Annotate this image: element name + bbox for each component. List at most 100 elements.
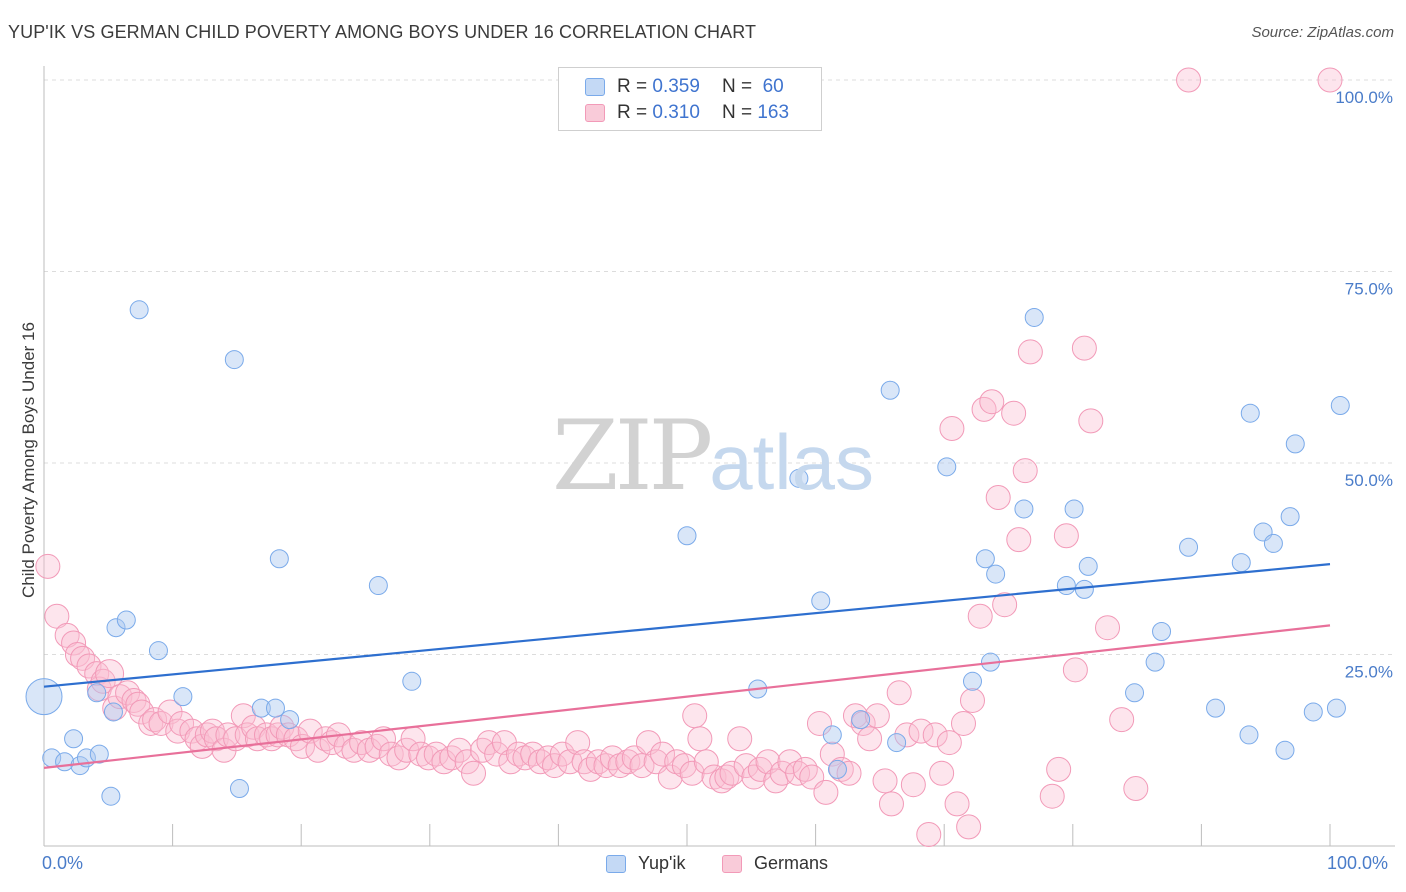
germans-point bbox=[44, 603, 70, 629]
germans-point bbox=[929, 760, 955, 786]
germans-point bbox=[1053, 523, 1079, 549]
germans-point bbox=[138, 710, 164, 736]
germans-point bbox=[165, 718, 191, 744]
yupik-point bbox=[1206, 698, 1226, 718]
germans-swatch bbox=[585, 104, 605, 122]
germans-point bbox=[439, 745, 465, 771]
germans-point bbox=[1046, 756, 1072, 782]
legend-item-yupik: Yup'ik bbox=[606, 853, 685, 874]
chart-title: YUP'IK VS GERMAN CHILD POVERTY AMONG BOY… bbox=[8, 22, 757, 42]
germans-point bbox=[792, 756, 818, 782]
y-tick-label: 100.0% bbox=[1335, 88, 1393, 107]
germans-point bbox=[727, 726, 753, 752]
yupik-point bbox=[265, 698, 285, 718]
germans-point bbox=[1071, 335, 1097, 361]
germans-point bbox=[512, 745, 538, 771]
germans-point bbox=[535, 745, 561, 771]
germans-point bbox=[971, 396, 997, 422]
germans-point bbox=[1001, 400, 1027, 426]
germans-point bbox=[125, 691, 151, 717]
yupik-point bbox=[229, 779, 249, 799]
legend-n-value: 163 bbox=[757, 102, 790, 123]
yupik-point bbox=[103, 702, 123, 722]
germans-swatch bbox=[722, 854, 742, 873]
yupik-point bbox=[789, 468, 809, 488]
germans-point bbox=[872, 768, 898, 794]
germans-point bbox=[1062, 657, 1088, 683]
legend-r-label: R = bbox=[617, 102, 648, 123]
legend-item-germans: Germans bbox=[722, 853, 828, 874]
germans-point bbox=[629, 753, 655, 779]
germans-point bbox=[908, 718, 934, 744]
germans-point bbox=[886, 680, 912, 706]
yupik-point bbox=[89, 744, 109, 764]
germans-point bbox=[900, 772, 926, 798]
germans-point bbox=[682, 703, 708, 729]
yupik-point bbox=[1303, 702, 1323, 722]
germans-point bbox=[199, 718, 225, 744]
germans-point bbox=[234, 722, 260, 748]
stats-legend: R = 0.359 N = 60 R = 0.310 N = 163 bbox=[558, 67, 822, 131]
yupik-point bbox=[116, 610, 136, 630]
yupik-point bbox=[224, 350, 244, 370]
germans-point bbox=[578, 756, 604, 782]
germans-point bbox=[916, 822, 942, 848]
germans-point bbox=[378, 741, 404, 767]
yupik-point bbox=[269, 549, 289, 569]
germans-point bbox=[179, 718, 205, 744]
yupik-point bbox=[101, 786, 121, 806]
germans-point bbox=[416, 745, 442, 771]
germans-point bbox=[1123, 776, 1149, 802]
germans-point bbox=[992, 592, 1018, 618]
germans-point bbox=[985, 484, 1011, 510]
yupik-point bbox=[1179, 537, 1199, 557]
yupik-points bbox=[25, 300, 1350, 806]
germans-point bbox=[607, 753, 633, 779]
germans-point bbox=[349, 730, 375, 756]
watermark-atlas: atlas bbox=[709, 418, 874, 506]
legend-row-yupik: R = 0.359 N = 60 bbox=[585, 75, 784, 99]
source-label: Source: ZipAtlas.com bbox=[1251, 24, 1394, 41]
germans-point bbox=[956, 814, 982, 840]
yupik-point bbox=[677, 526, 697, 546]
germans-point bbox=[1176, 67, 1202, 93]
germans-point bbox=[386, 745, 412, 771]
germans-point bbox=[836, 760, 862, 786]
series-legend: Yup'ik Germans bbox=[0, 852, 1406, 878]
germans-point bbox=[364, 733, 390, 759]
yupik-point bbox=[251, 698, 271, 718]
legend-n-label: N = bbox=[721, 102, 753, 123]
yupik-point bbox=[1014, 499, 1034, 519]
germans-point bbox=[878, 791, 904, 817]
yupik-point bbox=[1056, 576, 1076, 596]
legend-r-value: 0.359 bbox=[652, 76, 700, 97]
germans-point bbox=[828, 756, 854, 782]
yupik-trend-line bbox=[43, 563, 1331, 688]
germans-point bbox=[785, 760, 811, 786]
germans-point bbox=[1109, 707, 1135, 733]
germans-point bbox=[1006, 527, 1032, 553]
yupik-point bbox=[880, 380, 900, 400]
y-axis-title: Child Poverty Among Boys Under 16 bbox=[19, 322, 38, 598]
germans-point bbox=[936, 730, 962, 756]
yupik-point bbox=[1125, 683, 1145, 703]
legend-r-label: R = bbox=[617, 76, 648, 97]
germans-point bbox=[693, 749, 719, 775]
yupik-point bbox=[1275, 740, 1295, 760]
germans-point bbox=[557, 749, 583, 775]
yupik-point bbox=[811, 591, 831, 611]
germans-trend-line bbox=[43, 624, 1331, 769]
yupik-point bbox=[962, 671, 982, 691]
germans-point bbox=[671, 753, 697, 779]
watermark: ZIPatlas bbox=[552, 400, 874, 512]
yupik-point bbox=[887, 733, 907, 753]
watermark-zip: ZIP bbox=[552, 400, 713, 512]
yupik-point bbox=[1240, 403, 1260, 423]
trend-lines bbox=[43, 563, 1331, 769]
yupik-point bbox=[1152, 622, 1172, 642]
legend-label-germans: Germans bbox=[754, 853, 829, 873]
legend-n-label: N = bbox=[721, 76, 753, 97]
yupik-point bbox=[975, 549, 995, 569]
germans-point bbox=[813, 779, 839, 805]
